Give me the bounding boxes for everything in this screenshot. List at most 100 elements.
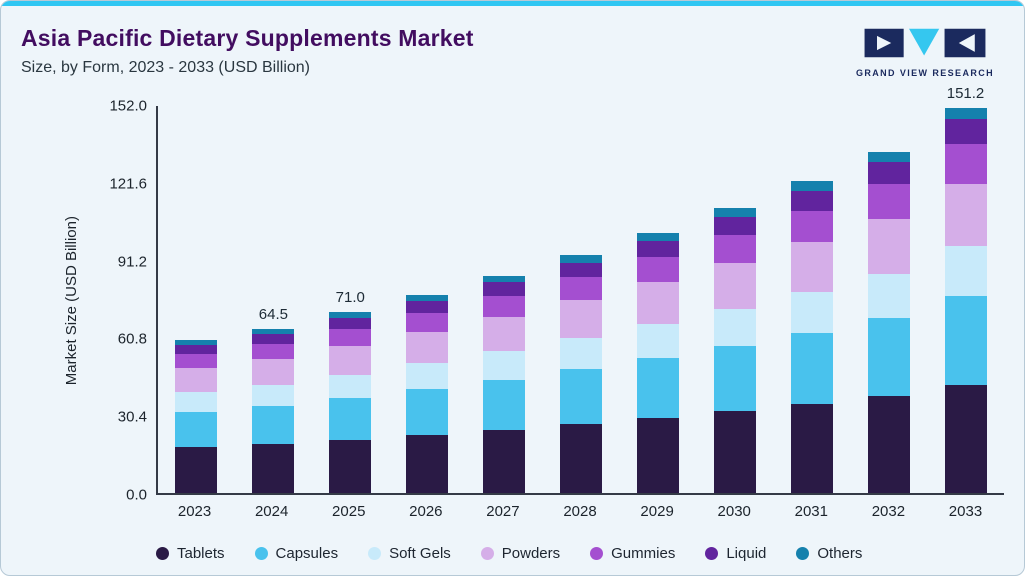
stacked-bar-2023 — [175, 340, 218, 493]
bar-column-2024: 64.5 — [235, 106, 312, 493]
stacked-bar-2024 — [252, 328, 295, 493]
bar-segment-capsules — [329, 398, 372, 440]
bar-segment-capsules — [559, 369, 602, 424]
bar-segment-tablets — [483, 429, 526, 493]
bar-segment-capsules — [867, 317, 910, 397]
bar-segment-others — [175, 340, 218, 345]
legend-item-soft-gels: Soft Gels — [368, 545, 451, 562]
legend-item-others: Others — [796, 545, 862, 562]
bar-segment-soft-gels — [483, 351, 526, 380]
legend-item-tablets: Tablets — [156, 545, 225, 562]
stacked-bar-2032 — [867, 151, 910, 493]
legend-label-powders: Powders — [501, 544, 561, 562]
bar-column-2025: 71.0 — [312, 106, 389, 493]
bar-segment-powders — [406, 331, 449, 364]
bar-column-2033: 151.2 — [927, 85, 1004, 493]
legend-item-gummies: Gummies — [590, 545, 675, 562]
x-axis-label-2026: 2026 — [409, 503, 443, 520]
bar-column-2032 — [850, 106, 927, 493]
stacked-bar-2031 — [790, 181, 833, 493]
bar-segment-capsules — [713, 345, 756, 412]
header: Asia Pacific Dietary Supplements Market … — [21, 25, 474, 77]
bar-column-2027 — [466, 106, 543, 493]
x-axis-label-2033: 2033 — [948, 503, 983, 520]
brand-mark-icon — [864, 28, 986, 58]
bar-segment-gummies — [406, 313, 449, 332]
bar-segment-gummies — [713, 234, 756, 264]
y-tick-label: 0.0 — [126, 486, 147, 504]
legend-item-liquid: Liquid — [705, 545, 766, 562]
bar-segment-capsules — [252, 406, 295, 445]
stacked-bar-2025 — [329, 312, 372, 493]
stacked-bar-2033 — [944, 108, 987, 493]
bar-segment-tablets — [406, 434, 449, 493]
bar-column-2023 — [158, 106, 235, 493]
chart-area: Market Size (USD Billion) 0.0 30.4 60.8 91.… — [1, 85, 1024, 575]
legend-swatch-liquid — [705, 546, 719, 560]
y-tick-label: 121.6 — [109, 175, 147, 193]
bar-segment-powders — [713, 263, 756, 309]
legend-swatch-gummies — [590, 546, 604, 560]
y-tick-label: 152.0 — [109, 97, 147, 115]
bar-segment-soft-gels — [252, 385, 295, 407]
legend-item-powders: Powders — [480, 544, 561, 562]
x-axis-label-2024: 2024 — [254, 503, 289, 520]
bar-segment-soft-gels — [406, 363, 449, 390]
bar-segment-soft-gels — [559, 338, 602, 370]
brand-logo: GRAND VIEW RESEARCH — [850, 27, 1000, 78]
bar-segment-liquid — [790, 190, 833, 211]
bar-segment-soft-gels — [636, 324, 679, 359]
bar-segment-powders — [636, 282, 679, 325]
bar-segment-liquid — [636, 240, 679, 257]
bar-segment-tablets — [175, 447, 218, 493]
x-axis-label-2030: 2030 — [717, 503, 751, 520]
bar-segment-others — [790, 181, 833, 191]
bar-segment-tablets — [790, 404, 833, 493]
bar-segment-gummies — [944, 144, 987, 184]
bar-segment-others — [559, 255, 602, 263]
x-axis-label-2032: 2032 — [871, 503, 906, 520]
bar-column-2031 — [773, 106, 850, 493]
y-axis-ticks: 0.0 30.4 60.8 91.2 121.6 152.0 — [1, 98, 147, 504]
legend-label-soft-gels: Soft Gels — [389, 544, 451, 562]
x-axis-label-2029: 2029 — [640, 503, 674, 520]
bar-segment-powders — [483, 316, 526, 352]
bar-segment-powders — [867, 218, 910, 274]
y-tick-label: 91.2 — [117, 253, 147, 271]
plot-area: 64.5 71.0 151.2 — [156, 85, 1004, 495]
legend: Tablets Capsules Soft Gels Powders Gummies Li… — [156, 541, 1004, 565]
bar-segment-tablets — [636, 417, 679, 493]
bar-segment-gummies — [175, 354, 218, 368]
bar-segment-capsules — [406, 389, 449, 435]
bar-column-2028 — [543, 106, 620, 493]
bar-column-2026 — [389, 106, 466, 493]
bar-segment-gummies — [867, 183, 910, 219]
bar-segment-liquid — [483, 282, 526, 296]
bar-segment-powders — [175, 367, 218, 393]
legend-swatch-tablets — [156, 546, 169, 560]
bar-segment-capsules — [790, 332, 833, 405]
bar-segment-soft-gels — [790, 292, 833, 333]
bar-segment-powders — [944, 183, 987, 247]
bar-segment-liquid — [329, 317, 372, 329]
bar-segment-others — [867, 151, 910, 163]
bar-segment-soft-gels — [175, 392, 218, 413]
bar-segment-gummies — [636, 257, 679, 283]
bar-segment-liquid — [867, 162, 910, 184]
page-title: Asia Pacific Dietary Supplements Market — [21, 25, 474, 51]
bar-segment-gummies — [559, 277, 602, 301]
bar-segment-soft-gels — [944, 246, 987, 296]
bar-segment-gummies — [483, 295, 526, 317]
bar-segment-others — [483, 275, 526, 283]
bar-segment-tablets — [713, 411, 756, 493]
bar-segment-powders — [790, 241, 833, 293]
bar-segment-others — [329, 312, 372, 318]
bar-column-2030 — [696, 106, 773, 493]
bar-column-2029 — [619, 106, 696, 493]
x-axis-label-2023: 2023 — [177, 503, 212, 520]
bar-segment-liquid — [175, 344, 218, 354]
bar-total-label-2025: 71.0 — [335, 289, 365, 307]
bar-segment-gummies — [329, 328, 372, 346]
bar-segment-liquid — [406, 300, 449, 313]
bar-segment-liquid — [944, 119, 987, 145]
